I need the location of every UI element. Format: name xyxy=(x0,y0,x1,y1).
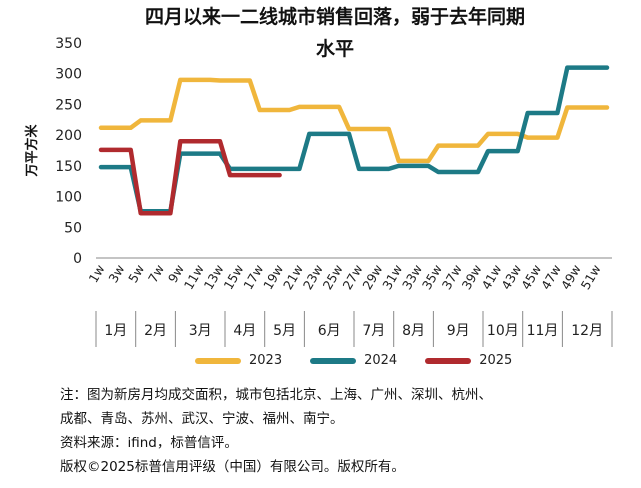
x-tick-label: 35w xyxy=(419,262,445,292)
x-tick-label: 39w xyxy=(459,262,485,292)
month-label: 9月 xyxy=(447,323,470,339)
legend-item-2024: 2024 xyxy=(310,353,397,368)
x-tick-label: 5w xyxy=(125,262,147,285)
legend-swatch-2024 xyxy=(310,357,357,364)
y-tick-label: 150 xyxy=(55,159,82,175)
series-line-2024 xyxy=(98,65,610,214)
x-tick-label: 37w xyxy=(439,262,465,292)
chart-title-line2: 水平 xyxy=(315,38,354,60)
note-copyright: 版权©2025标普信用评级（中国）有限公司。版权所有。 xyxy=(60,459,405,475)
chart-title-line1: 四月以来一二线城市销售回落，弱于去年同期 xyxy=(144,6,525,28)
x-tick-label: 29w xyxy=(359,262,385,292)
month-label: 11月 xyxy=(527,323,559,339)
series-line-2025 xyxy=(98,139,282,216)
x-tick-label: 33w xyxy=(399,262,425,292)
legend-item-2023: 2023 xyxy=(195,353,282,368)
y-tick-label: 50 xyxy=(64,220,82,236)
note-line-2: 成都、青岛、苏州、武汉、宁波、福州、南宁。 xyxy=(60,411,344,427)
legend-label-2023: 2023 xyxy=(249,353,283,368)
y-tick-label: 250 xyxy=(55,97,82,113)
x-tick-label: 17w xyxy=(240,262,266,292)
legend-label-2025: 2025 xyxy=(479,353,513,368)
x-tick-label: 27w xyxy=(339,262,365,292)
x-tick-label: 11w xyxy=(181,262,207,292)
x-tick-label: 13w xyxy=(201,262,227,292)
x-tick-label: 47w xyxy=(538,262,564,292)
month-label: 3月 xyxy=(189,323,212,339)
x-tick-label: 23w xyxy=(300,262,326,292)
x-tick-label: 19w xyxy=(260,262,286,292)
x-tick-label: 51w xyxy=(578,262,604,292)
legend-label-2024: 2024 xyxy=(364,353,398,368)
month-label: 12月 xyxy=(571,323,603,339)
month-label: 5月 xyxy=(273,323,296,339)
y-tick-label: 350 xyxy=(55,36,82,52)
y-tick-label: 300 xyxy=(55,67,82,83)
y-tick-label: 0 xyxy=(73,251,82,267)
month-label: 4月 xyxy=(233,323,256,339)
chart-legend: 2023 2024 2025 xyxy=(195,353,512,368)
legend-swatch-2025 xyxy=(425,357,472,364)
x-tick-label: 1w xyxy=(85,262,107,285)
month-label: 1月 xyxy=(104,323,127,339)
y-tick-label: 100 xyxy=(55,190,82,206)
x-tick-label: 3w xyxy=(105,262,127,285)
legend-item-2025: 2025 xyxy=(425,353,512,368)
month-label: 7月 xyxy=(362,323,385,339)
note-source: 资料来源：ifind，标普信评。 xyxy=(60,435,238,451)
x-tick-label: 25w xyxy=(320,262,346,292)
month-label: 2月 xyxy=(144,323,167,339)
month-label: 8月 xyxy=(402,323,425,339)
x-tick-label: 15w xyxy=(220,262,246,292)
month-label: 10月 xyxy=(487,323,519,339)
y-tick-label: 200 xyxy=(55,128,82,144)
legend-swatch-2023 xyxy=(195,357,241,364)
x-tick-label: 43w xyxy=(498,262,524,292)
x-tick-label: 7w xyxy=(145,262,167,285)
y-axis-label: 万平方米 xyxy=(24,124,40,178)
x-tick-label: 45w xyxy=(518,262,544,292)
x-tick-label: 49w xyxy=(558,262,584,292)
month-label: 6月 xyxy=(318,323,341,339)
x-tick-label: 41w xyxy=(478,262,504,292)
x-tick-label: 21w xyxy=(280,262,306,292)
x-tick-label: 31w xyxy=(379,262,405,292)
note-line-1: 注：图为新房月均成交面积，城市包括北京、上海、广州、深圳、杭州、 xyxy=(60,387,492,403)
